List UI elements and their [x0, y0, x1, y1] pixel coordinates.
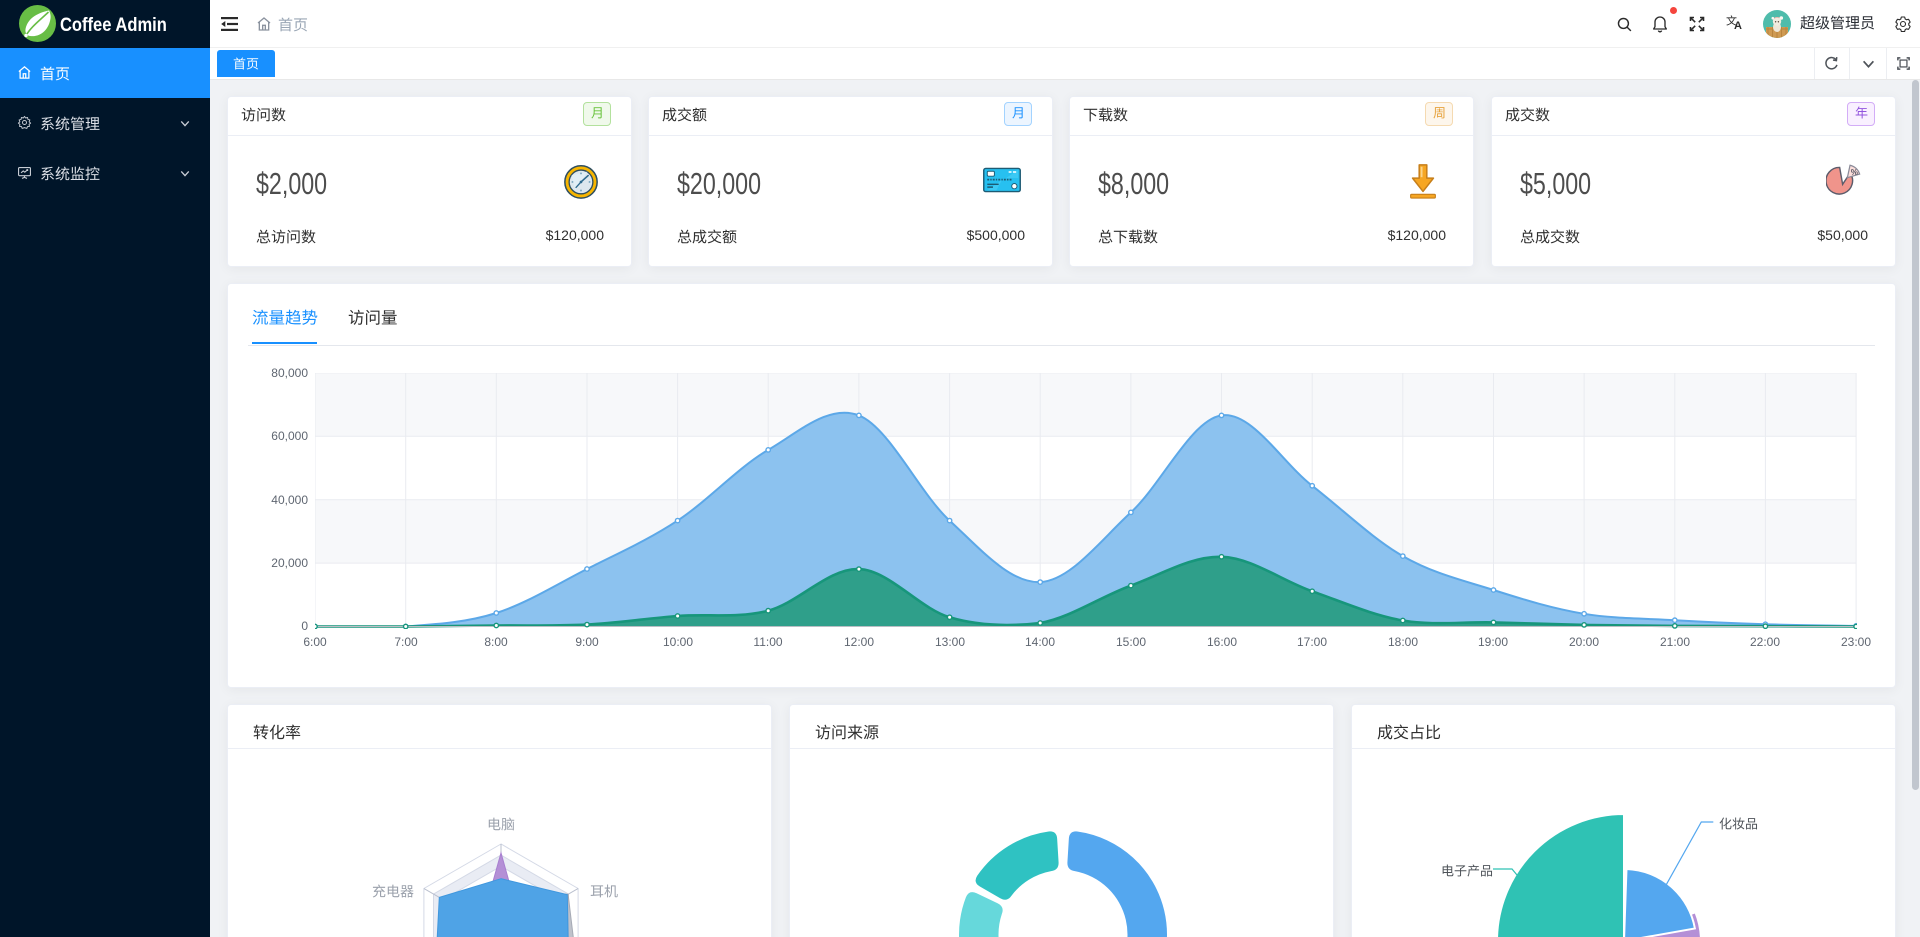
svg-text:%: % [1851, 168, 1858, 177]
